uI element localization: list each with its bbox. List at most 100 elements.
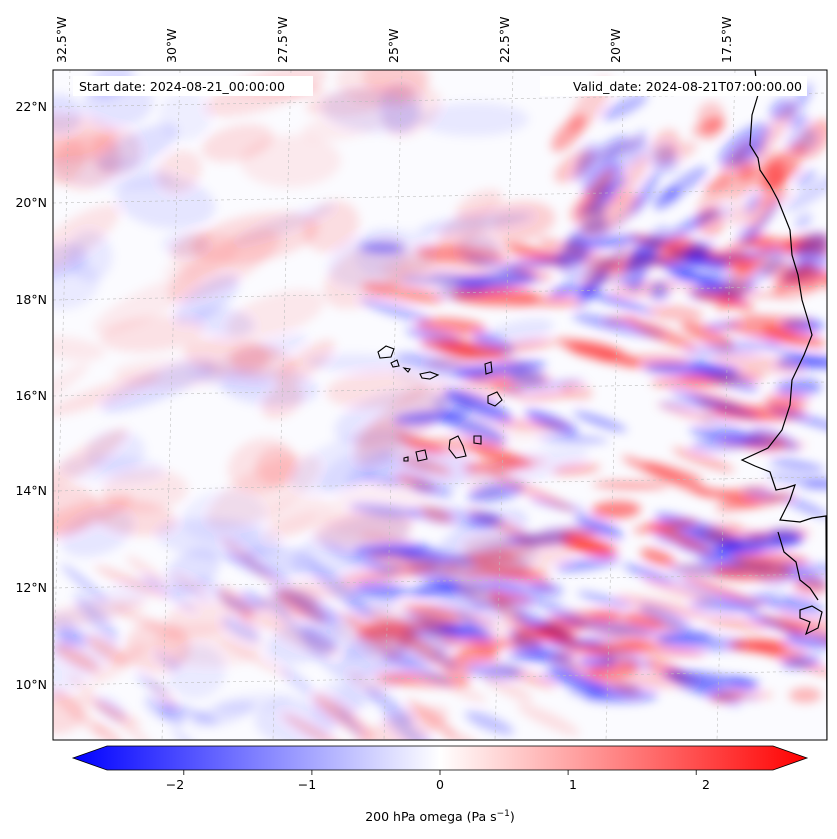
field-streak [552, 464, 601, 475]
island-santa-luzia [402, 367, 411, 373]
field-streak [217, 638, 291, 678]
field-blob [53, 336, 106, 361]
field-streak [715, 493, 794, 511]
field-streak [406, 699, 457, 737]
field-streak [280, 665, 316, 698]
field-streak [444, 389, 513, 422]
colorbar: −2 −1 0 1 2 200 hPa omega (Pa s−1) [71, 745, 809, 824]
valid-date-box [540, 76, 807, 96]
field-streak [497, 556, 525, 579]
lon-label: 25°W [386, 28, 401, 63]
field-streak [481, 673, 533, 702]
field-streak [664, 166, 708, 200]
field-streak [701, 260, 731, 291]
field-streak [662, 670, 758, 690]
field-streak [577, 591, 632, 609]
meridian-line [383, 70, 403, 740]
field-streak [445, 683, 487, 703]
field-streak [359, 243, 404, 253]
colorbar-ticks [183, 770, 697, 775]
field-streak [741, 314, 812, 326]
field-blob [417, 212, 534, 235]
field-streak [347, 615, 412, 647]
field-streak [599, 648, 649, 657]
field-streak [393, 411, 467, 424]
island-sal [484, 361, 493, 375]
field-streak [788, 115, 810, 128]
field-streak [86, 636, 129, 665]
field-streak [680, 320, 735, 350]
colorbar-tick-label: 0 [436, 777, 444, 792]
lat-label: 14°N [15, 483, 47, 498]
island-sao-vicente [390, 359, 400, 368]
field-streak [712, 353, 804, 374]
field-streak [507, 371, 546, 385]
field-streak [753, 103, 796, 160]
field-blob [223, 534, 265, 561]
field-streak [726, 203, 752, 227]
field-streak [592, 481, 669, 489]
field-streak [561, 540, 612, 556]
field-streak [688, 428, 774, 447]
field-streak [602, 93, 648, 121]
field-streak [172, 584, 212, 601]
field-blob [418, 102, 529, 137]
field-streak [517, 703, 580, 736]
field-streak [432, 395, 473, 415]
field-streak [683, 339, 781, 358]
field-streak [669, 388, 758, 419]
field-streak [60, 563, 108, 604]
coastlines [740, 70, 827, 740]
field-streak [566, 619, 660, 636]
cape-verde-islands [377, 345, 503, 462]
field-streak [399, 603, 497, 624]
field-streak [456, 609, 490, 644]
field-blob [275, 339, 335, 388]
lon-label: 32.5°W [54, 17, 69, 63]
field-streak [73, 592, 118, 641]
field-streak [167, 703, 218, 724]
lat-label: 22°N [15, 99, 47, 114]
colorbar-tick-label: −2 [166, 777, 184, 792]
field-streak [572, 168, 615, 225]
field-streak [769, 459, 826, 471]
field-streak [622, 564, 675, 584]
field-streak [94, 565, 168, 599]
field-streak [795, 169, 817, 187]
field-streak [718, 140, 752, 179]
field-streak [126, 555, 169, 588]
start-date-label: Start date: 2024-08-21_00:00:00 [79, 79, 285, 94]
field-streak [704, 616, 769, 631]
field-streak [736, 236, 776, 286]
field-streak [632, 519, 699, 533]
field-streak [54, 643, 100, 673]
field-streak [171, 573, 208, 595]
coast-detail-a [777, 531, 819, 601]
field-streak [578, 289, 654, 314]
field-streak [640, 548, 676, 567]
field-streak [759, 190, 791, 207]
field-streak [649, 143, 676, 171]
field-streak [551, 114, 587, 152]
field-blob [156, 150, 202, 193]
field-blob [53, 362, 90, 413]
lat-label: 16°N [15, 388, 47, 403]
field-streak [524, 292, 581, 307]
field-streak [467, 482, 525, 503]
field-streak [621, 456, 714, 497]
island-santo-antao [377, 345, 395, 359]
lon-label: 30°W [164, 28, 179, 63]
field-blob [53, 494, 132, 544]
field-streak [699, 415, 759, 439]
field-blob [100, 358, 216, 413]
meridian-line [605, 70, 625, 740]
field-streak [171, 728, 198, 740]
field-streak [293, 587, 338, 615]
field-streak [408, 582, 464, 597]
field-streak [439, 412, 507, 444]
field-streak [557, 235, 589, 275]
field-streak [478, 454, 548, 465]
field-streak [573, 411, 627, 432]
field-blob [97, 123, 179, 173]
field-blob [53, 428, 128, 494]
